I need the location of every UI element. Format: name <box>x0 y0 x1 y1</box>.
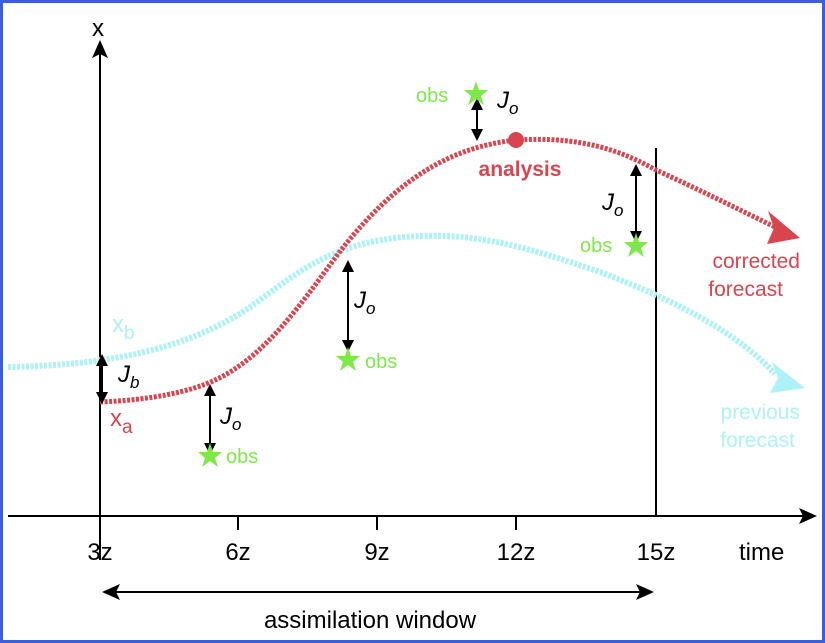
analysis-label: analysis <box>479 158 562 181</box>
jb-label: Jb <box>117 361 139 392</box>
tick-label-12z: 12z <box>497 539 536 566</box>
time-axis <box>8 508 817 524</box>
tick-label-9z: 9z <box>364 539 389 566</box>
previous-forecast-label-line1: previous <box>721 401 800 424</box>
corrected-forecast-arrowhead <box>767 211 800 244</box>
previous-forecast-label-line2: forecast <box>720 429 795 452</box>
assimilation-window-label: assimilation window <box>264 607 477 634</box>
analysis-curve <box>99 136 777 405</box>
jo-label-9z: Jo <box>353 287 375 318</box>
analysis-point <box>508 132 524 148</box>
tick-label-15z: 15z <box>637 539 676 566</box>
obs-label-9z: obs <box>365 351 397 373</box>
x-axis-label: x <box>92 15 104 42</box>
obs-label-11z: obs <box>416 85 448 107</box>
background-curve <box>7 232 778 377</box>
analysis-curve-label: xa <box>110 405 133 438</box>
jo-label-6z: Jo <box>219 403 241 434</box>
previous-forecast-arrowhead <box>770 362 805 393</box>
star-icon <box>198 443 222 467</box>
jo-arrow-14z <box>630 164 642 243</box>
jo-arrow-11z <box>471 98 483 141</box>
time-axis-label: time <box>739 539 784 566</box>
jo-arrow-9z <box>342 260 354 352</box>
corrected-forecast-label-line2: forecast <box>708 278 783 301</box>
obs-label-6z: obs <box>226 446 258 468</box>
jo-label-14z: Jo <box>601 189 623 220</box>
tick-label-6z: 6z <box>225 539 250 566</box>
tick-marks <box>237 516 517 530</box>
background-label: xb <box>112 311 135 344</box>
obs-label-14z: obs <box>580 235 612 257</box>
jo-label-11z: Jo <box>496 87 518 118</box>
star-icon <box>464 81 488 105</box>
star-icon <box>624 233 648 257</box>
jb-arrow <box>96 354 108 404</box>
assimilation-window-arrow <box>102 584 654 600</box>
star-icon <box>336 347 360 371</box>
corrected-forecast-label-line1: corrected <box>712 250 800 273</box>
tick-label-3z: 3z <box>87 539 112 566</box>
x-axis <box>92 40 108 560</box>
